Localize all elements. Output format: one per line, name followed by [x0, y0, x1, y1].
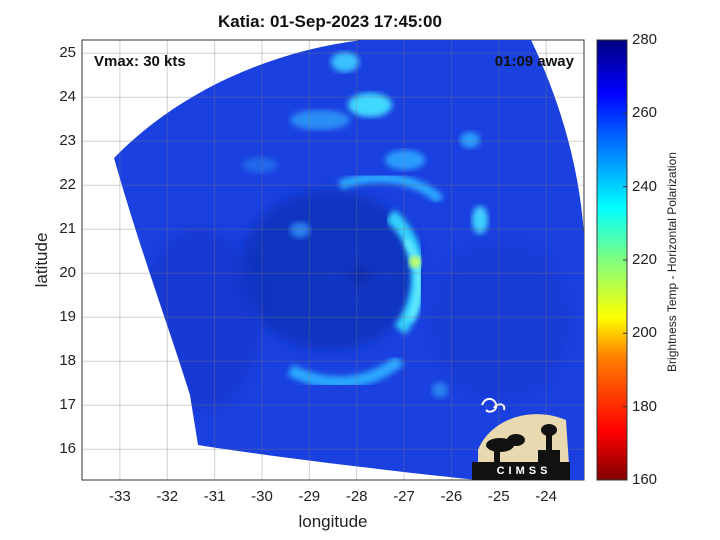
y-tick-label: 20 [59, 264, 76, 282]
x-tick-label: -32 [156, 488, 179, 505]
grid-lines [82, 40, 584, 480]
colorbar-tick-label: 260 [632, 104, 658, 122]
time-away-label: 01:09 away [494, 53, 574, 70]
colorbar-label: Brightness Temp - Horizontal Polarizatio… [665, 152, 679, 372]
colorbar-tick-label: 280 [632, 31, 658, 48]
colorbar [596, 39, 628, 481]
brightness-swath [114, 40, 584, 480]
y-axis-label: latitude [32, 232, 51, 288]
y-tick-label: 23 [59, 132, 76, 150]
x-tick-label: -28 [345, 488, 368, 505]
x-tick-label: -30 [251, 488, 273, 505]
y-tick-label: 17 [59, 396, 76, 414]
logo-text: CIMSS [496, 465, 552, 477]
x-tick-label: -27 [393, 488, 415, 505]
x-tick-label: -25 [487, 488, 510, 505]
colorbar-tick-label: 200 [632, 324, 658, 342]
colorbar-tick-label: 180 [632, 397, 658, 415]
x-tick-label: -26 [440, 488, 463, 505]
y-tick-label: 18 [59, 352, 76, 370]
colorbar-tick-label: 240 [632, 177, 658, 195]
vmax-label: Vmax: 30 kts [94, 53, 186, 70]
colorbar-tick-label: 160 [632, 471, 658, 488]
x-tick-label: -31 [203, 488, 226, 505]
chart-title: Katia: 01-Sep-2023 17:45:00 [218, 12, 442, 31]
y-tick-label: 25 [59, 44, 76, 62]
y-tick-label: 16 [59, 440, 76, 458]
y-tick-label: 21 [59, 220, 76, 238]
cimss-logo [472, 414, 570, 480]
x-tick-label: -29 [298, 488, 321, 505]
y-tick-label: 22 [59, 176, 76, 194]
y-tick-label: 24 [59, 88, 76, 106]
x-tick-label: -33 [109, 488, 131, 505]
colorbar-ticks [623, 39, 627, 481]
x-tick-label: -24 [535, 488, 557, 505]
y-tick-label: 19 [59, 308, 76, 326]
colorbar-tick-label: 220 [632, 251, 658, 268]
x-axis-label: longitude [298, 512, 368, 531]
